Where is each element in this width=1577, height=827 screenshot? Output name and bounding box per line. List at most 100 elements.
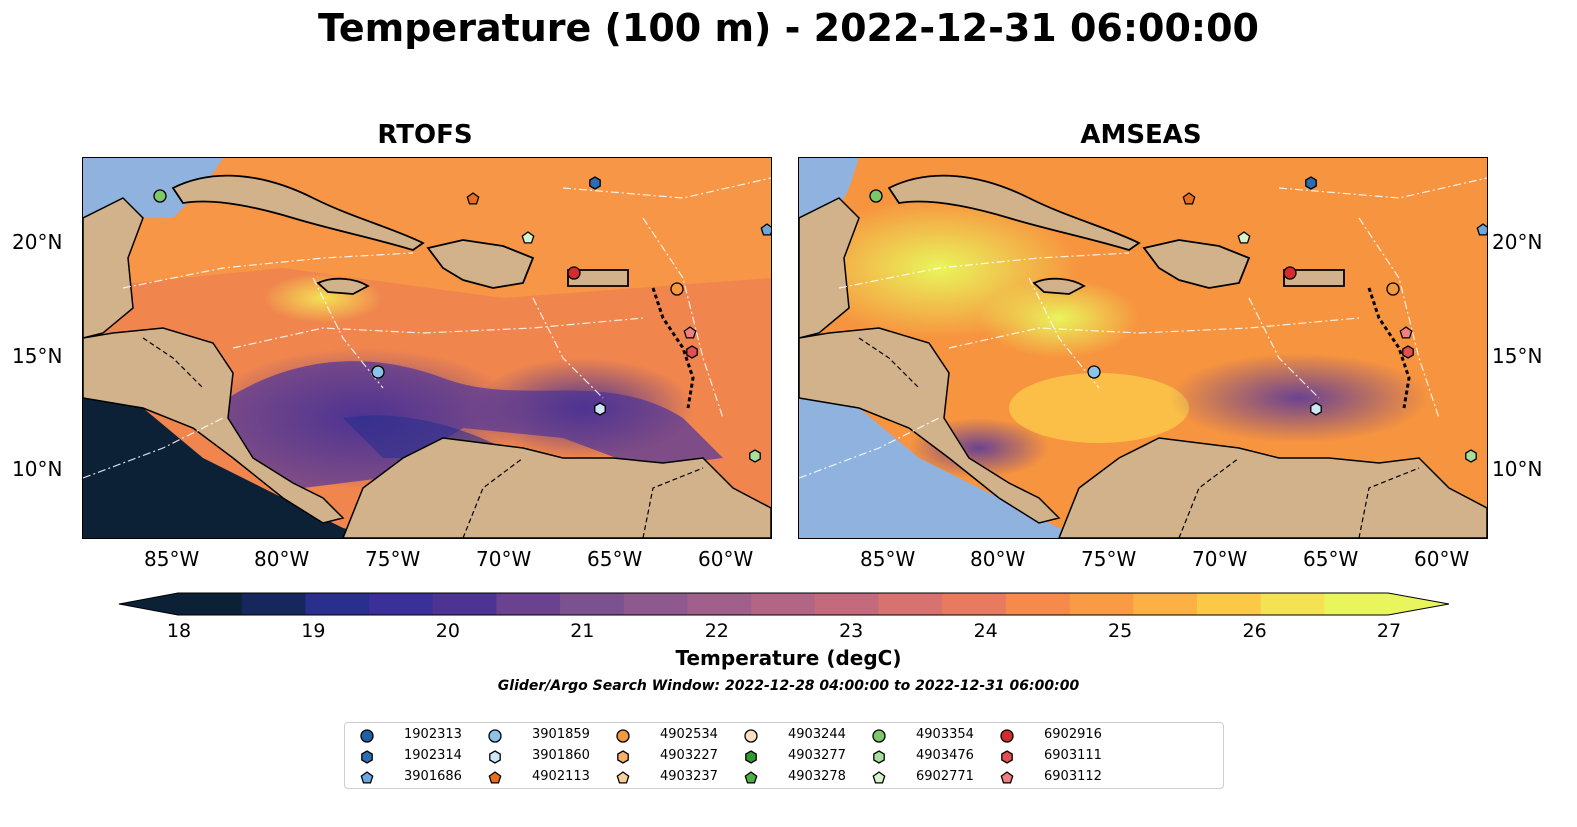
- lon-tick-label: 85°W: [860, 547, 916, 571]
- colorbar-min-extend: [118, 593, 178, 615]
- colorbar-segment: [432, 593, 497, 615]
- colorbar-tick-label: 23: [839, 620, 864, 642]
- float-marker-6903112: [1399, 326, 1413, 339]
- map-rtofs-svg: [83, 158, 771, 538]
- colorbar-segment: [1069, 593, 1134, 615]
- lon-tick-label: 60°W: [1414, 547, 1470, 571]
- lat-tick-label-left: 20°N: [12, 230, 63, 254]
- land-south-america: [342, 437, 771, 538]
- search-window-note: Glider/Argo Search Window: 2022-12-28 04…: [497, 678, 1080, 694]
- lat-tick-label-left: 10°N: [12, 457, 63, 481]
- legend-marker-hexagon: [361, 750, 373, 764]
- legend-label: 4903476: [916, 748, 974, 763]
- lon-tick-label: 65°W: [587, 547, 643, 571]
- legend-label: 4903278: [788, 769, 846, 784]
- float-marker-4903354: [153, 189, 167, 203]
- land-south-america: [1058, 437, 1487, 538]
- lat-tick-label-right: 20°N: [1492, 230, 1543, 254]
- colorbar-max-extend: [1388, 593, 1449, 615]
- land-cuba: [887, 174, 1141, 251]
- lat-tick-label-left: 15°N: [12, 344, 63, 368]
- land-jamaica: [1032, 277, 1086, 295]
- legend: 1902313 1902314 3901686 3901859 3901860 49021…: [344, 722, 1224, 789]
- land-puerto-rico: [1283, 269, 1345, 287]
- legend-label: 4902534: [660, 727, 718, 742]
- colorbar-svg: [118, 592, 1450, 616]
- colorbar-tick-label: 19: [301, 620, 326, 642]
- colorbar-tick-label: 20: [435, 620, 460, 642]
- colorbar-segment: [305, 593, 370, 615]
- land-hispaniola: [426, 239, 535, 289]
- legend-marker-pentagon: [616, 771, 630, 784]
- legend-marker-circle: [1000, 729, 1014, 743]
- float-marker-4903476: [749, 449, 761, 463]
- colorbar-segment: [1260, 593, 1325, 615]
- lon-tick-label: 80°W: [970, 547, 1026, 571]
- colorbar-segment: [178, 593, 243, 615]
- legend-label: 4903354: [916, 727, 974, 742]
- float-marker-6903112: [683, 326, 697, 339]
- legend-marker-pentagon: [744, 771, 758, 784]
- float-markers-amseas: [869, 176, 1487, 463]
- colorbar-tick-label: 18: [166, 620, 192, 642]
- colorbar-segment: [623, 593, 689, 615]
- lon-tick-label: 85°W: [144, 547, 200, 571]
- float-marker-3901859: [1087, 365, 1101, 379]
- float-marker-4903354: [869, 189, 883, 203]
- colorbar-segment: [1133, 593, 1198, 615]
- legend-marker-pentagon: [872, 771, 886, 784]
- country-borders: [858, 337, 1420, 538]
- float-marker-3901859: [371, 365, 385, 379]
- legend-marker-hexagon: [489, 750, 501, 764]
- colorbar-segment: [751, 593, 816, 615]
- lon-tick-label: 70°W: [476, 547, 532, 571]
- colorbar-segment: [1005, 593, 1071, 615]
- panel-title-amseas: AMSEAS: [1080, 120, 1202, 150]
- float-marker-3901686: [1476, 223, 1487, 236]
- pacific-ocean: [799, 398, 1099, 538]
- lon-tick-label: 80°W: [254, 547, 310, 571]
- colorbar-tick-label: 24: [973, 620, 998, 642]
- land-central-america: [799, 327, 1061, 524]
- pacific-ocean: [83, 398, 383, 538]
- lon-tick-label: 75°W: [365, 547, 421, 571]
- float-marker-3901686: [760, 223, 771, 236]
- legend-marker-pentagon: [488, 771, 502, 784]
- legend-marker-circle: [488, 729, 502, 743]
- legend-marker-circle: [360, 729, 374, 743]
- colorbar-tick-label: 21: [570, 620, 595, 642]
- land-puerto-rico: [567, 269, 629, 287]
- eez-boundaries: [799, 177, 1487, 479]
- land-central-america: [83, 327, 345, 524]
- lat-tick-label-right: 15°N: [1492, 344, 1543, 368]
- lon-tick-label: 65°W: [1303, 547, 1359, 571]
- colorbar-outline: [118, 592, 1450, 616]
- colorbar-segment: [1196, 593, 1262, 615]
- map-panel-rtofs[interactable]: [82, 157, 772, 539]
- colorbar-label: Temperature (degC): [675, 646, 902, 670]
- float-marker-1902314: [589, 176, 601, 190]
- legend-label: 4902113: [532, 769, 590, 784]
- float-marker-4903476: [1465, 449, 1477, 463]
- colorbar-segment: [496, 593, 561, 615]
- colorbar-tick-label: 25: [1108, 620, 1133, 642]
- colorbar-segment: [814, 593, 880, 615]
- legend-label: 6903111: [1044, 748, 1102, 763]
- float-marker-6902916: [567, 266, 581, 280]
- float-marker-6902771: [1237, 231, 1251, 244]
- float-marker-3901860: [1310, 402, 1322, 416]
- float-marker-3901860: [594, 402, 606, 416]
- land-hispaniola: [1142, 239, 1251, 289]
- legend-label: 3901859: [532, 727, 590, 742]
- colorbar-tick-label: 27: [1376, 620, 1402, 642]
- float-marker-6903111: [1402, 345, 1414, 359]
- legend-marker-circle: [744, 729, 758, 743]
- lat-tick-label-right: 10°N: [1492, 457, 1543, 481]
- float-marker-4902534: [670, 282, 684, 296]
- eez-boundaries: [83, 177, 771, 479]
- colorbar-segment: [369, 593, 434, 615]
- colorbar-segment: [878, 593, 943, 615]
- legend-marker-hexagon: [873, 750, 885, 764]
- map-panel-amseas[interactable]: [798, 157, 1488, 539]
- legend-marker-hexagon: [745, 750, 757, 764]
